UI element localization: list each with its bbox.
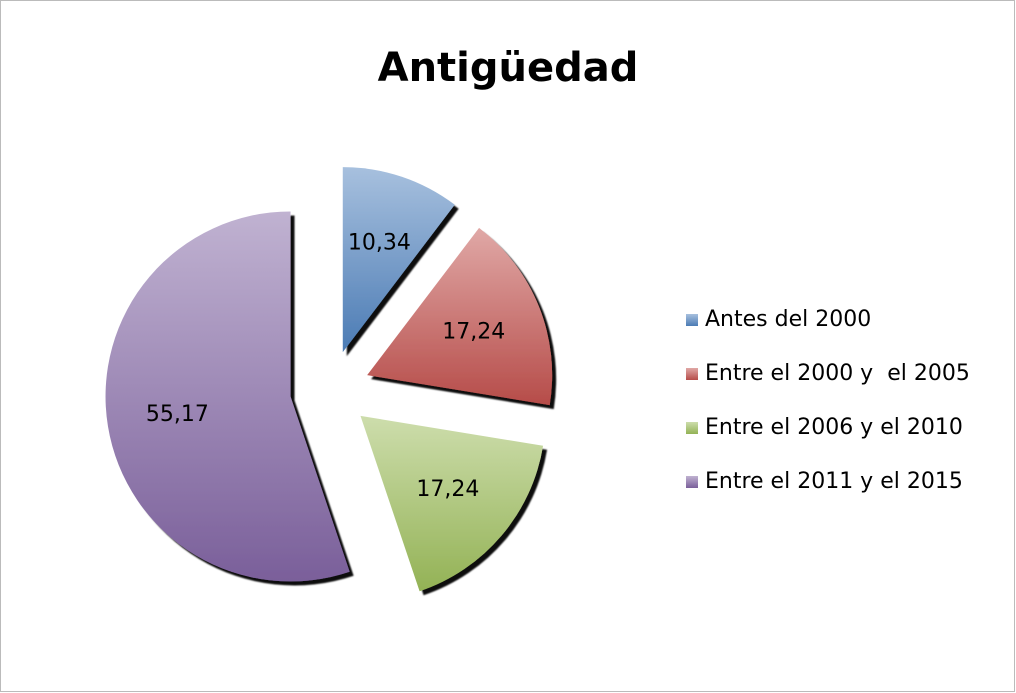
legend-swatch <box>686 314 698 326</box>
legend-label: Antes del 2000 <box>705 307 871 332</box>
legend: Antes del 2000 Entre el 2000 y el 2005 Ent… <box>686 307 970 494</box>
legend-label: Entre el 2011 y el 2015 <box>705 469 963 494</box>
pie-slice <box>360 415 544 592</box>
legend-swatch <box>686 368 698 380</box>
data-label: 10,34 <box>348 230 411 255</box>
chart-title: Antigüedad <box>378 45 639 91</box>
data-label: 55,17 <box>146 402 209 427</box>
pie-slice <box>105 211 350 582</box>
legend-label: Entre el 2006 y el 2010 <box>705 415 963 440</box>
pie: 10,34 17,24 17,24 55,17 <box>105 167 553 592</box>
pie-slice <box>342 167 455 353</box>
data-label: 17,24 <box>416 477 479 502</box>
legend-swatch <box>686 422 698 434</box>
data-label: 17,24 <box>442 320 505 345</box>
legend-swatch <box>686 476 698 488</box>
legend-label: Entre el 2000 y el 2005 <box>705 361 970 386</box>
pie-slice <box>367 227 553 406</box>
